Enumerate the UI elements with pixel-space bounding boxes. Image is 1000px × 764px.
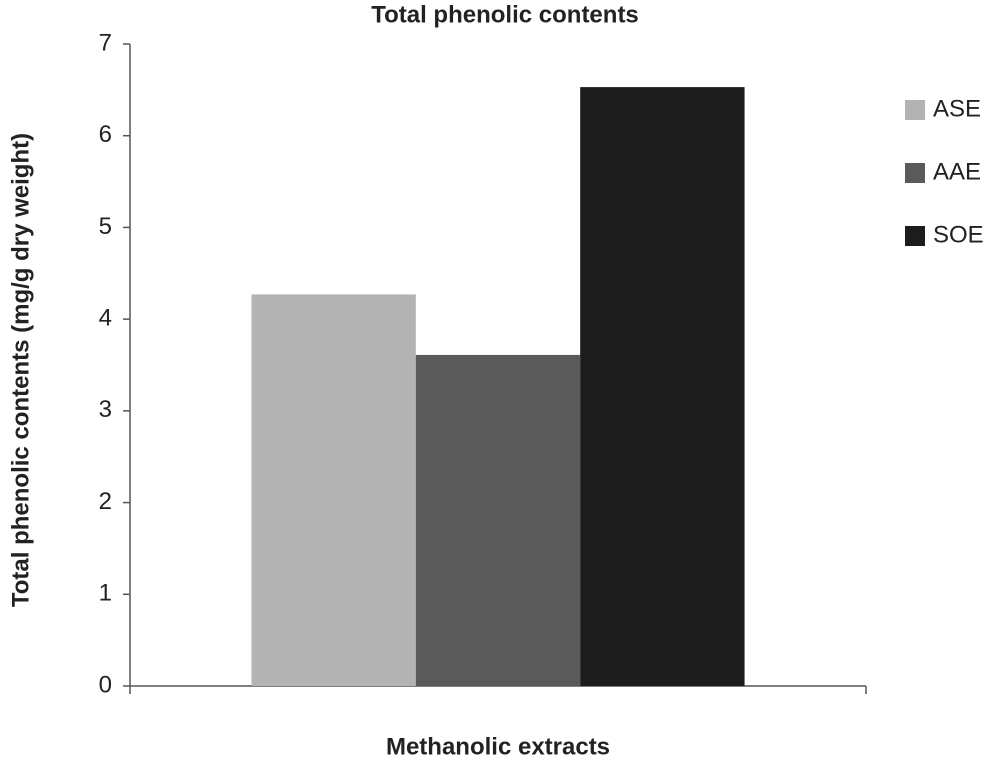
y-tick-label: 2: [99, 488, 112, 515]
legend-swatch: [905, 163, 925, 183]
legend-label: SOE: [933, 221, 984, 248]
legend-label: ASE: [933, 95, 981, 122]
y-axis-label: Total phenolic contents (mg/g dry weight…: [7, 133, 34, 607]
y-tick-label: 6: [99, 121, 112, 148]
y-tick-label: 0: [99, 671, 112, 698]
chart-title: Total phenolic contents: [371, 1, 639, 28]
y-tick-label: 4: [99, 304, 112, 331]
y-tick-label: 5: [99, 213, 112, 240]
legend-swatch: [905, 100, 925, 120]
legend-swatch: [905, 226, 925, 246]
bar: [415, 354, 581, 686]
legend-label: AAE: [933, 158, 981, 185]
y-tick-label: 1: [99, 580, 112, 607]
bar: [251, 294, 416, 686]
x-axis-label: Methanolic extracts: [386, 733, 610, 760]
bar: [580, 87, 745, 686]
y-tick-label: 3: [99, 396, 112, 423]
y-tick-label: 7: [99, 29, 112, 56]
